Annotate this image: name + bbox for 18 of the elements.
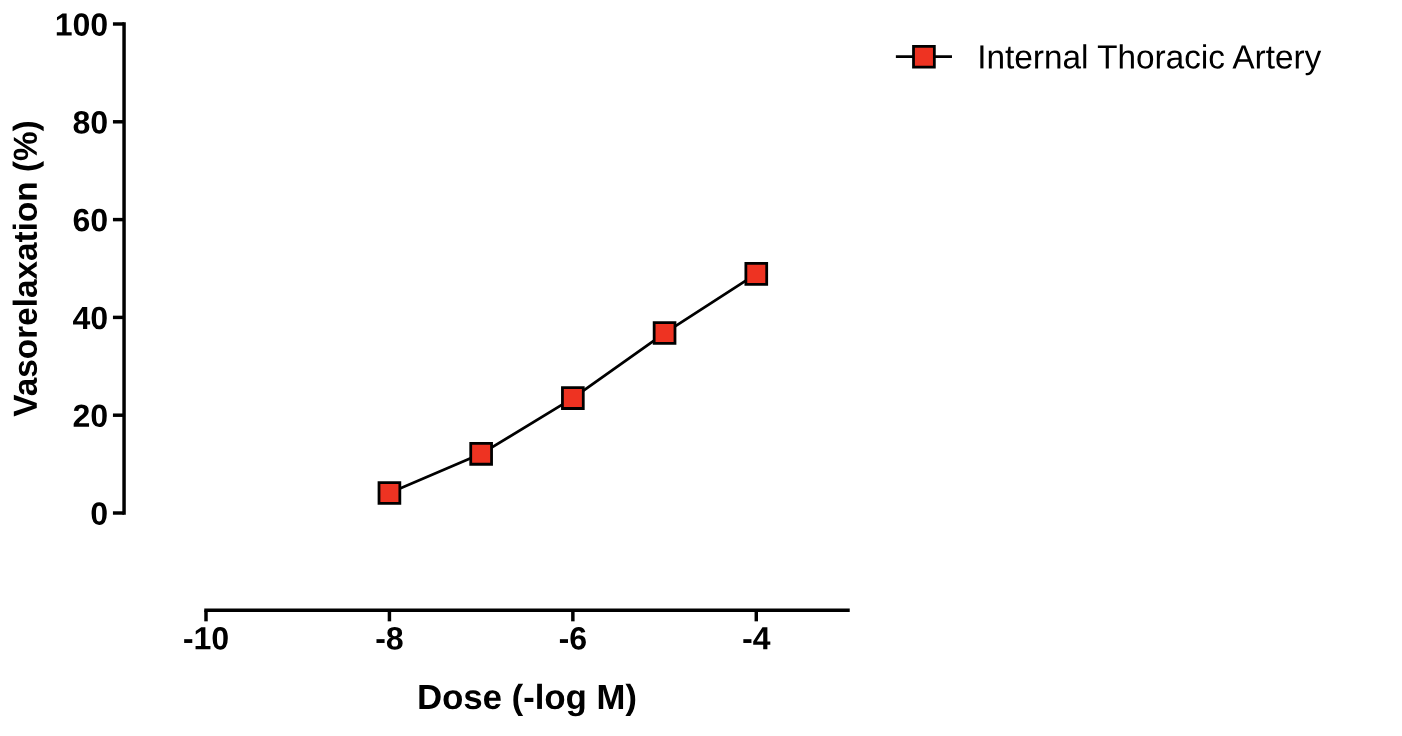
x-tick-label: -10 <box>184 627 228 650</box>
x-tick-label: -6 <box>559 627 586 650</box>
point <box>744 262 769 286</box>
point <box>469 442 493 466</box>
x-axis-title: Dose (-log M) <box>419 683 636 717</box>
y-tick-label: 100 <box>56 13 107 36</box>
point <box>561 386 585 410</box>
legend-label: Internal Thoracic Artery <box>980 44 1322 76</box>
point <box>377 481 402 505</box>
y-tick-label: 60 <box>73 208 107 232</box>
y-tick-label: 80 <box>73 111 107 134</box>
point <box>652 321 677 345</box>
x-tick-label: -8 <box>376 627 403 650</box>
x-tick-label: -4 <box>743 627 771 650</box>
y-axis-title: Vasorelaxation (%) <box>12 121 44 417</box>
y-tick-label: 40 <box>73 306 107 330</box>
y-tick-label: 20 <box>73 404 107 428</box>
y-tick-label: 0 <box>91 502 107 525</box>
